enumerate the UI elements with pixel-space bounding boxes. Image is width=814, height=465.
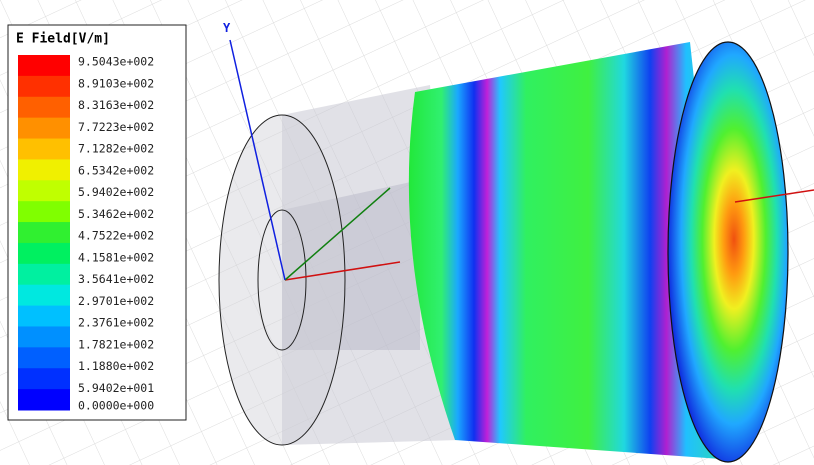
- color-band: [18, 305, 70, 327]
- color-band: [18, 242, 70, 265]
- legend: E Field[V/m] 9.5043e+002 8.9103e+002 8.316…: [7, 24, 187, 421]
- color-band: [18, 326, 70, 348]
- y-axis: [229, 39, 286, 281]
- legend-label: 6.5342e+002: [78, 163, 154, 177]
- color-band: [18, 389, 70, 411]
- axis-label: Y: [223, 21, 231, 35]
- color-band: [18, 117, 70, 140]
- outer-ring: [218, 114, 346, 446]
- legend-label: 9.5043e+002: [78, 55, 154, 69]
- legend-label: 3.5641e+002: [78, 272, 154, 286]
- color-band: [18, 201, 70, 223]
- color-band: [18, 284, 70, 307]
- z-axis: [284, 187, 391, 281]
- legend-label: 1.7821e+002: [78, 337, 154, 351]
- legend-label: 5.9402e+001: [78, 381, 154, 395]
- legend-label: 0.0000e+000: [78, 399, 154, 413]
- legend-label: 7.7223e+002: [78, 120, 154, 134]
- legend-label: 8.9103e+002: [78, 76, 154, 90]
- legend-label: 4.7522e+002: [78, 229, 154, 243]
- color-band: [18, 263, 70, 286]
- color-band: [18, 368, 70, 390]
- field-body: [408, 42, 735, 460]
- legend-label: 5.3462e+002: [78, 207, 154, 221]
- legend-label: 4.1581e+002: [78, 250, 154, 264]
- color-band: [18, 347, 70, 369]
- legend-label: 2.3761e+002: [78, 316, 154, 330]
- color-band: [18, 222, 70, 244]
- legend-label: 7.1282e+002: [78, 142, 154, 156]
- inner-cylinder: [282, 180, 420, 350]
- legend-label: 2.9701e+002: [78, 294, 154, 308]
- color-band: [18, 180, 70, 202]
- inner-ring: [257, 209, 307, 351]
- field-cap: [667, 41, 789, 463]
- x-axis-tail: [734, 189, 814, 203]
- color-band: [18, 138, 70, 160]
- legend-title: E Field[V/m]: [16, 32, 110, 47]
- legend-label: 5.9402e+002: [78, 185, 154, 199]
- x-axis: [284, 261, 401, 281]
- legend-label: 1.1880e+002: [78, 359, 154, 373]
- color-band: [18, 55, 70, 77]
- color-band: [18, 96, 70, 119]
- color-band: [18, 159, 70, 181]
- legend-label: 8.3163e+002: [78, 98, 154, 112]
- color-band: [18, 75, 70, 98]
